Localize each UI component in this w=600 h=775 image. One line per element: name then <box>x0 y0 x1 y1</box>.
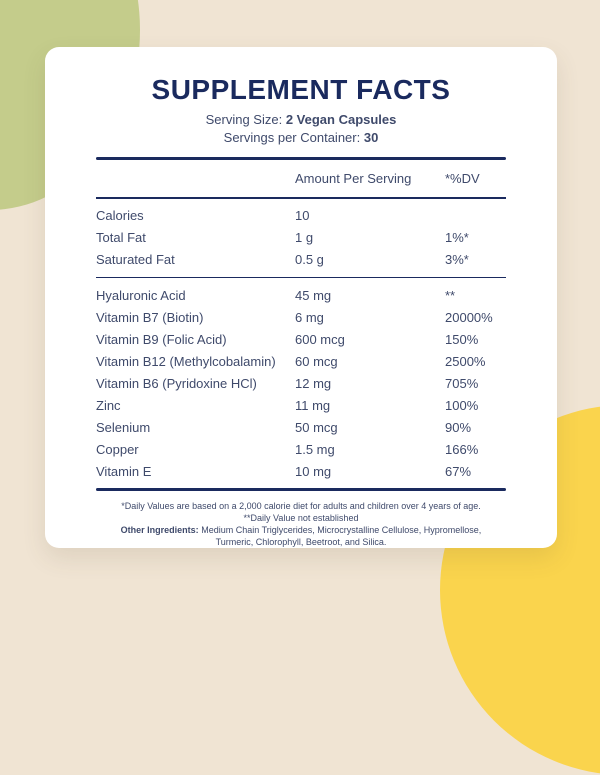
table-group-macros: Calories 10 Total Fat 1 g 1%* Saturated … <box>96 199 506 277</box>
nutrient-name: Vitamin B6 (Pyridoxine HCl) <box>96 375 257 391</box>
table-row: Selenium 50 mcg 90% <box>96 416 506 438</box>
nutrient-name: Zinc <box>96 397 121 413</box>
nutrient-amount: 10 <box>295 208 310 223</box>
nutrient-name: Vitamin E <box>96 463 152 479</box>
nutrient-dv: 166% <box>445 441 479 457</box>
nutrient-amount: 6 mg <box>295 309 324 325</box>
nutrient-name: Vitamin B12 (Methylcobalamin) <box>96 353 276 369</box>
nutrient-name: Vitamin B9 (Folic Acid) <box>96 331 227 347</box>
nutrient-dv: 20000% <box>445 309 493 325</box>
nutrient-amount: 10 mg <box>295 463 332 479</box>
nutrient-amount: 12 mg <box>295 375 332 391</box>
divider-thin-header <box>96 197 506 199</box>
serving-size-value: 2 Vegan Capsules <box>285 112 397 127</box>
nutrient-amount: 11 mg <box>295 397 331 413</box>
table-header-row: Amount Per Serving *%DV <box>96 160 506 197</box>
table-row: Saturated Fat 0.5 g 3%* <box>96 249 506 271</box>
footnote-other-ingredients: Other Ingredients: Medium Chain Triglyce… <box>110 524 492 548</box>
serving-size-label: Serving Size: <box>205 112 283 127</box>
nutrient-dv: 3%* <box>445 252 469 267</box>
table-row: Vitamin B9 (Folic Acid) 600 mcg 150% <box>96 328 506 350</box>
servings-container-value: 30 <box>363 130 379 145</box>
nutrient-dv: 90% <box>445 419 472 435</box>
divider-thick-bottom <box>96 488 506 491</box>
table-row: Vitamin B7 (Biotin) 6 mg 20000% <box>96 306 506 328</box>
table-row: Zinc 11 mg 100% <box>96 394 506 416</box>
serving-info: Serving Size: 2 Vegan Capsules Servings … <box>45 111 557 147</box>
servings-per-container-line: Servings per Container: 30 <box>45 129 557 147</box>
nutrient-amount: 45 mg <box>295 287 332 303</box>
table-row: Vitamin E 10 mg 67% <box>96 460 506 482</box>
nutrient-dv: 100% <box>445 397 479 413</box>
serving-size-line: Serving Size: 2 Vegan Capsules <box>45 111 557 129</box>
nutrient-dv: 67% <box>445 463 472 479</box>
nutrient-amount: 600 mcg <box>295 331 345 347</box>
divider-thick-top <box>96 157 506 160</box>
nutrient-dv: 705% <box>445 375 479 391</box>
nutrient-dv: 150% <box>445 331 479 347</box>
facts-table: Amount Per Serving *%DV Calories 10 Tota… <box>96 157 506 491</box>
table-row: Vitamin B6 (Pyridoxine HCl) 12 mg 705% <box>96 372 506 394</box>
nutrient-name: Vitamin B7 (Biotin) <box>96 309 204 325</box>
footnotes: *Daily Values are based on a 2,000 calor… <box>45 500 557 548</box>
nutrient-amount: 60 mcg <box>295 353 338 369</box>
table-row: Copper 1.5 mg 166% <box>96 438 506 460</box>
other-ingredients-label: Other Ingredients: <box>120 525 199 535</box>
nutrient-name: Copper <box>96 441 139 457</box>
nutrient-dv: 1%* <box>445 230 469 245</box>
nutrient-dv: 2500% <box>445 353 486 369</box>
nutrient-amount: 0.5 g <box>295 252 324 267</box>
table-row: Total Fat 1 g 1%* <box>96 227 506 249</box>
table-group-supplements: Hyaluronic Acid 45 mg ** Vitamin B7 (Bio… <box>96 278 506 488</box>
nutrient-name: Hyaluronic Acid <box>96 287 186 303</box>
supplement-facts-card: SUPPLEMENT FACTS Serving Size: 2 Vegan C… <box>45 47 557 548</box>
divider-thin-middle <box>96 276 506 278</box>
header-amount-per-serving: Amount Per Serving <box>295 171 412 186</box>
servings-container-label: Servings per Container: <box>223 130 361 145</box>
footnote-daily-values: *Daily Values are based on a 2,000 calor… <box>121 501 481 511</box>
nutrient-amount: 1.5 mg <box>295 441 335 457</box>
table-row: Hyaluronic Acid 45 mg ** <box>96 284 506 306</box>
nutrient-name: Saturated Fat <box>96 252 175 267</box>
nutrient-name: Selenium <box>96 419 151 435</box>
nutrient-name: Calories <box>96 208 144 223</box>
page-title: SUPPLEMENT FACTS <box>151 74 451 105</box>
footnote-dv-not-established: **Daily Value not established <box>243 513 359 523</box>
table-row: Calories 10 <box>96 205 506 227</box>
header-percent-dv: *%DV <box>445 171 480 186</box>
nutrient-amount: 1 g <box>295 230 314 245</box>
table-row: Vitamin B12 (Methylcobalamin) 60 mcg 250… <box>96 350 506 372</box>
nutrient-amount: 50 mcg <box>295 419 338 435</box>
nutrient-name: Total Fat <box>96 230 146 245</box>
nutrient-dv: ** <box>445 287 456 303</box>
other-ingredients-value: Medium Chain Triglycerides, Microcrystal… <box>201 525 482 547</box>
